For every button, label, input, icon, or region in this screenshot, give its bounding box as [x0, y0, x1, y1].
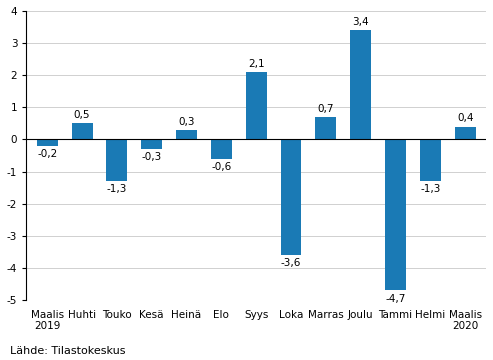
Text: 3,4: 3,4: [352, 17, 369, 27]
Bar: [106, 139, 127, 181]
Text: -0,3: -0,3: [141, 152, 162, 162]
Bar: [385, 139, 406, 291]
Bar: [316, 117, 336, 139]
Text: Lähde: Tilastokeskus: Lähde: Tilastokeskus: [10, 346, 125, 356]
Bar: [176, 130, 197, 139]
Bar: [455, 127, 476, 139]
Text: 0,3: 0,3: [178, 117, 195, 127]
Bar: [350, 30, 371, 139]
Text: -1,3: -1,3: [106, 184, 127, 194]
Bar: [281, 139, 302, 255]
Text: 2,1: 2,1: [248, 59, 265, 69]
Text: -1,3: -1,3: [420, 184, 441, 194]
Text: 0,5: 0,5: [74, 110, 90, 120]
Text: -4,7: -4,7: [386, 294, 406, 304]
Text: -3,6: -3,6: [281, 258, 301, 268]
Bar: [420, 139, 441, 181]
Text: -0,6: -0,6: [211, 162, 232, 172]
Text: 0,7: 0,7: [317, 104, 334, 114]
Bar: [141, 139, 162, 149]
Text: -0,2: -0,2: [37, 149, 57, 159]
Bar: [211, 139, 232, 159]
Bar: [71, 123, 93, 139]
Bar: [246, 72, 267, 139]
Text: 0,4: 0,4: [457, 113, 473, 123]
Bar: [37, 139, 58, 146]
